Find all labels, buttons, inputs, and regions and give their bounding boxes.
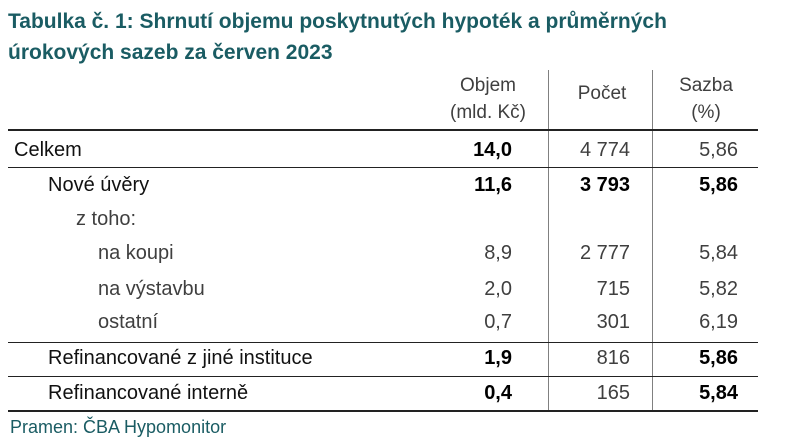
cell-pocet: 816	[596, 347, 630, 369]
header-pocet: Počet	[577, 83, 627, 104]
table-title: Tabulka č. 1: Shrnutí objemu poskytnutýc…	[8, 10, 667, 64]
cell-objem: 8,9	[484, 242, 512, 264]
cell-sazba: 5,82	[699, 278, 738, 300]
cell-objem: 0,7	[484, 311, 512, 333]
header-objem: Objem (mld. Kč)	[432, 72, 544, 126]
source-note: Pramen: ČBA Hypomonitor	[10, 417, 227, 437]
row-label-nove-uvery: Nové úvěry	[48, 174, 150, 196]
row-rule	[8, 342, 758, 343]
header-objem-label: Objem	[460, 75, 516, 96]
cell-sazba: 5,86	[699, 347, 738, 369]
cell-objem: 11,6	[474, 174, 512, 196]
column-divider	[548, 70, 549, 412]
header-objem-unit: (mld. Kč)	[450, 102, 526, 123]
cell-pocet: 301	[596, 311, 630, 333]
row-rule	[8, 376, 758, 377]
cell-pocet: 3 793	[579, 174, 630, 196]
cell-sazba: 5,84	[699, 242, 738, 264]
row-label-refinancovane-jine: Refinancované z jiné instituce	[48, 347, 313, 369]
row-label-z-toho: z toho:	[76, 208, 137, 230]
header-rule	[8, 129, 758, 131]
cell-objem: 14,0	[473, 139, 512, 161]
cell-pocet: 715	[596, 278, 630, 300]
cell-objem: 1,9	[484, 347, 512, 369]
header-sazba-unit: (%)	[691, 102, 721, 123]
cell-sazba: 5,84	[699, 382, 738, 404]
cell-sazba: 5,86	[699, 174, 738, 196]
table-bottom-rule	[8, 410, 758, 412]
cell-pocet: 4 774	[579, 139, 630, 161]
cell-sazba: 5,86	[699, 139, 738, 161]
row-label-refinancovane-interne: Refinancované interně	[48, 382, 249, 404]
column-divider	[652, 70, 653, 412]
row-label-celkem: Celkem	[14, 139, 82, 161]
cell-objem: 0,4	[484, 382, 512, 404]
row-label-ostatni: ostatní	[98, 311, 159, 333]
row-rule	[8, 167, 758, 168]
cell-objem: 2,0	[484, 278, 512, 300]
row-label-na-koupi: na koupi	[98, 242, 174, 264]
cell-pocet: 165	[596, 382, 630, 404]
header-sazba-label: Sazba	[679, 75, 733, 96]
row-label-na-vystavbu: na výstavbu	[98, 278, 205, 300]
header-sazba: Sazba (%)	[666, 72, 746, 126]
cell-pocet: 2 777	[579, 242, 630, 264]
cell-sazba: 6,19	[699, 311, 738, 333]
